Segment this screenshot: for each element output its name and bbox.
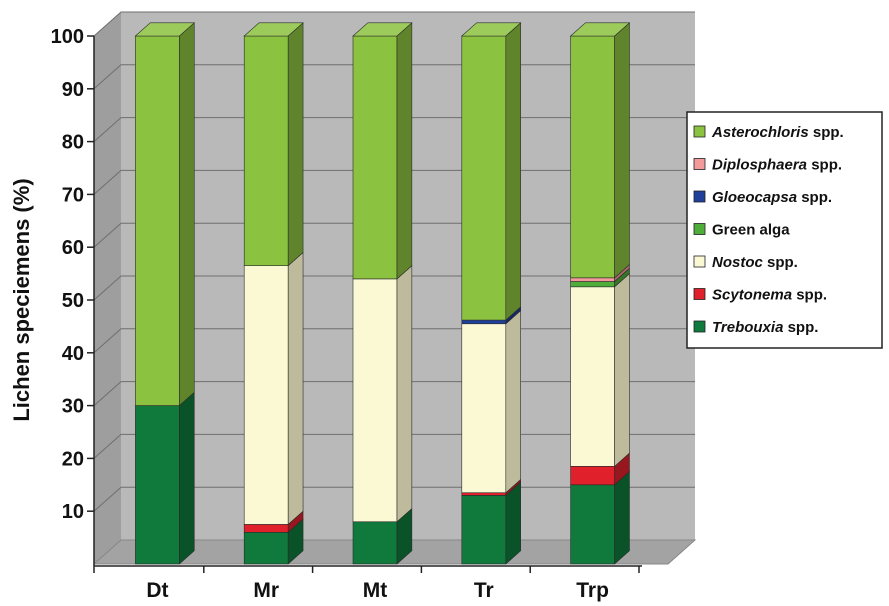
x-category-labels: Dt Mr Mt Tr Trp bbox=[146, 579, 609, 602]
y-tick-label-70: 70 bbox=[62, 184, 84, 206]
legend-label: Asterochloris spp. bbox=[711, 124, 844, 141]
bar-top-dt bbox=[134, 22, 196, 37]
bar-segment-trp-asterochloris bbox=[570, 22, 630, 279]
legend-swatch bbox=[693, 255, 706, 268]
y-axis-label: Lichen speciemens (%) bbox=[9, 178, 34, 421]
legend-swatch bbox=[693, 125, 706, 138]
bar-segment-dt-asterochloris bbox=[135, 22, 195, 407]
bars bbox=[134, 22, 631, 565]
bar-top-mr bbox=[243, 22, 304, 37]
legend-label: Gloeocapsa spp. bbox=[712, 189, 832, 206]
bar-segment-trp-trebouxia bbox=[570, 470, 630, 565]
legend-item-nostoc: Nostoc spp. bbox=[693, 254, 798, 271]
legend-item-green_alga: Green alga bbox=[693, 222, 790, 239]
y-tick-label-60: 60 bbox=[62, 237, 84, 259]
legend-item-trebouxia: Trebouxia spp. bbox=[693, 319, 818, 336]
legend-item-asterochloris: Asterochloris spp. bbox=[693, 124, 844, 141]
legend: Asterochloris spp. Diplosphaera spp. Gloeo… bbox=[686, 111, 883, 349]
y-tick-label-90: 90 bbox=[62, 79, 84, 101]
bar-segment-mr-asterochloris bbox=[243, 22, 304, 267]
category-label-dt: Dt bbox=[146, 579, 168, 602]
legend-swatch bbox=[693, 288, 706, 300]
legend-swatch bbox=[693, 190, 706, 203]
bar-segment-mt-nostoc bbox=[352, 265, 413, 523]
y-tick-label-10: 10 bbox=[62, 501, 84, 523]
legend-item-diplosphaera: Diplosphaera spp. bbox=[693, 157, 842, 174]
bar-segment-tr-nostoc bbox=[461, 309, 521, 494]
bar-segment-mt-asterochloris bbox=[352, 22, 413, 280]
category-label-tr: Tr bbox=[474, 579, 494, 602]
legend-swatch bbox=[693, 223, 706, 235]
bar-segment-mt-trebouxia bbox=[352, 507, 413, 565]
legend-swatch bbox=[693, 158, 706, 170]
bar-segment-mr-nostoc bbox=[243, 251, 304, 526]
bar-segment-trp-nostoc bbox=[570, 272, 630, 467]
legend-item-scytonema: Scytonema spp. bbox=[693, 287, 827, 304]
y-tick-label-100: 100 bbox=[51, 26, 84, 48]
bar-segment-trp-scytonema bbox=[570, 452, 630, 486]
legend-swatch bbox=[693, 320, 706, 333]
category-label-mt: Mt bbox=[363, 579, 388, 602]
bar-segment-tr-asterochloris bbox=[461, 22, 521, 321]
bar-top-trp bbox=[569, 22, 631, 37]
gridline bbox=[93, 11, 695, 37]
legend-label: Nostoc spp. bbox=[712, 254, 798, 271]
legend-box bbox=[686, 111, 883, 349]
legend-label: Diplosphaera spp. bbox=[712, 157, 842, 174]
y-tick-label-40: 40 bbox=[62, 343, 84, 365]
category-label-trp: Trp bbox=[576, 579, 609, 602]
legend-label: Trebouxia spp. bbox=[712, 319, 818, 336]
legend-label: Green alga bbox=[712, 222, 790, 239]
legend-label: Scytonema spp. bbox=[712, 287, 827, 304]
y-tick-labels: 10 20 30 40 50 60 70 80 90 100 bbox=[51, 26, 84, 523]
y-tick-label-30: 30 bbox=[62, 396, 84, 418]
bar-top-mt bbox=[352, 22, 413, 37]
axes bbox=[87, 35, 642, 573]
bar-top-tr bbox=[461, 22, 522, 37]
category-label-mr: Mr bbox=[253, 579, 279, 602]
bar-segment-dt-trebouxia bbox=[135, 391, 195, 565]
y-tick-label-50: 50 bbox=[62, 290, 84, 312]
y-tick-label-20: 20 bbox=[62, 448, 84, 470]
y-tick-label-80: 80 bbox=[62, 132, 84, 154]
legend-item-gloeocapsa: Gloeocapsa spp. bbox=[693, 189, 832, 206]
bar-segment-mr-trebouxia bbox=[243, 518, 304, 565]
